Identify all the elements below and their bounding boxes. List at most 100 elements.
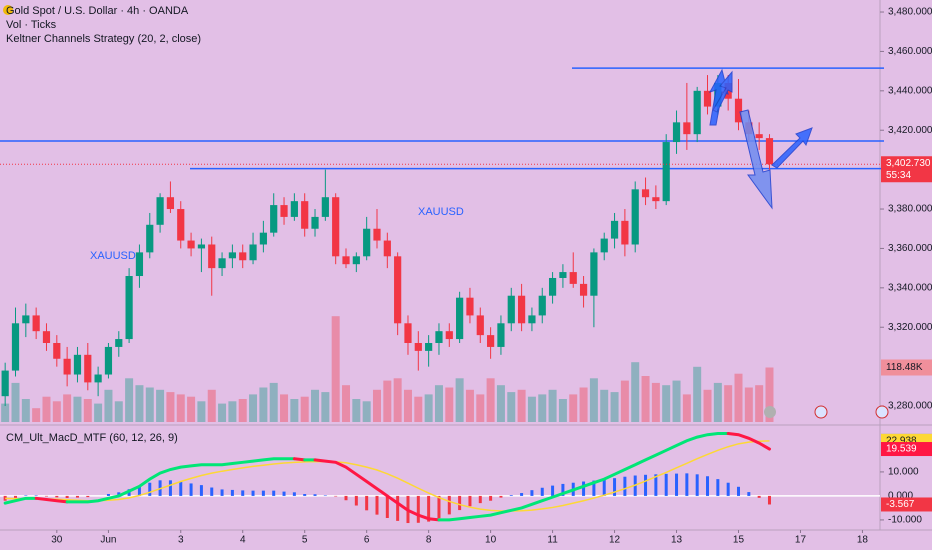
histogram-bar <box>272 490 276 496</box>
histogram-bar <box>509 495 513 496</box>
volume-bar <box>600 389 609 422</box>
histogram-bar <box>767 495 771 505</box>
volume-bar <box>765 367 774 422</box>
event-icon[interactable] <box>764 406 776 418</box>
candle-body <box>177 209 185 241</box>
candle-body <box>425 342 433 351</box>
histogram-bar <box>416 495 420 523</box>
volume-bar <box>445 387 454 422</box>
volume-bar <box>21 399 30 422</box>
volume-bar <box>579 387 588 422</box>
candle-body <box>528 315 536 324</box>
candle-body <box>11 323 20 371</box>
volume-bar <box>176 394 185 422</box>
candle-body <box>146 224 154 253</box>
x-tick-label: 15 <box>733 535 745 546</box>
symbol-icon <box>3 5 13 15</box>
candle-body <box>249 244 257 261</box>
indicator-label: Keltner Channels Strategy (20, 2, close) <box>6 33 201 45</box>
chart-title: Gold Spot / U.S. Dollar · 4h · OANDA <box>6 5 189 17</box>
histogram-bar <box>75 495 79 498</box>
histogram-bar <box>13 495 17 498</box>
volume-bar <box>558 399 567 422</box>
histogram-bar <box>251 490 255 496</box>
volume-bar <box>507 392 516 422</box>
event-icon[interactable] <box>875 405 889 419</box>
y-tick-label: 3,440.000 <box>888 85 932 96</box>
candle-body <box>590 252 598 296</box>
candle-body <box>373 228 381 241</box>
arrow <box>712 70 733 113</box>
candle-body <box>435 331 443 343</box>
histogram-bar <box>189 483 193 496</box>
candle-body <box>42 331 51 343</box>
arrow <box>771 127 813 169</box>
histogram-bar <box>757 495 761 498</box>
candle-body <box>363 228 371 257</box>
histogram-bar <box>654 474 658 496</box>
volume-bar <box>662 385 671 422</box>
candle-body <box>280 205 288 217</box>
candle-body <box>487 335 495 347</box>
volume-bar <box>744 387 753 422</box>
volume-bar <box>321 392 330 422</box>
price-label: 3,402.730 <box>886 158 931 169</box>
histogram-bar <box>561 483 565 496</box>
histogram-bar <box>736 486 740 496</box>
candle-body <box>290 201 298 217</box>
candle-body <box>683 122 691 135</box>
macd-line <box>313 458 441 522</box>
x-tick-label: 4 <box>240 535 246 546</box>
x-tick-label: 6 <box>364 535 370 546</box>
histogram-bar <box>385 495 389 518</box>
event-icon[interactable] <box>814 405 828 419</box>
volume-bar <box>1 403 10 422</box>
histogram-bar <box>478 495 482 504</box>
candle-body <box>1 370 9 397</box>
volume-bar <box>32 408 41 422</box>
candle-body <box>332 197 340 257</box>
histogram-bar <box>540 487 544 496</box>
volume-bar <box>414 396 423 422</box>
volume-bar <box>486 378 495 422</box>
volume-bar <box>569 394 578 422</box>
volume-bar <box>156 389 165 422</box>
value-label: 19.539 <box>886 444 917 455</box>
y-tick-label: 3,480.000 <box>888 7 932 18</box>
volume-bar <box>455 378 464 422</box>
candle-body <box>156 197 164 225</box>
volume-bar <box>517 389 526 422</box>
histogram-bar <box>613 478 617 496</box>
histogram-bar <box>644 474 648 496</box>
candle-body <box>734 98 743 123</box>
candle-body <box>476 315 484 336</box>
arrows <box>708 68 813 210</box>
histogram-bar <box>344 495 348 501</box>
y-tick-label: 10.000 <box>888 467 919 478</box>
macd-title: CM_Ult_MacD_MTF (60, 12, 26, 9) <box>6 432 178 444</box>
volume-bar <box>11 382 20 422</box>
x-tick-label: 30 <box>51 535 63 546</box>
volume-bar <box>610 392 619 422</box>
histogram-bar <box>65 495 69 499</box>
candle-body <box>662 142 670 202</box>
volume-label: 118.48K <box>886 362 923 373</box>
volume-bar <box>249 394 258 422</box>
candle-body <box>559 272 567 278</box>
candle-body <box>187 240 195 249</box>
volume-label: Vol · Ticks <box>6 19 57 31</box>
histogram-bar <box>210 487 214 496</box>
histogram-bar <box>695 474 699 496</box>
candle-body <box>270 205 278 233</box>
candle-body <box>641 189 650 198</box>
candle-body <box>538 295 546 316</box>
histogram-bar <box>602 479 606 496</box>
volume-bar <box>434 385 443 422</box>
value-label-box <box>881 442 932 457</box>
volume-bar <box>145 387 154 422</box>
candle-body <box>84 354 92 383</box>
candle-body <box>115 339 123 347</box>
volume-bar <box>342 385 351 422</box>
volume-bar <box>538 394 547 422</box>
macd-line <box>65 457 296 504</box>
